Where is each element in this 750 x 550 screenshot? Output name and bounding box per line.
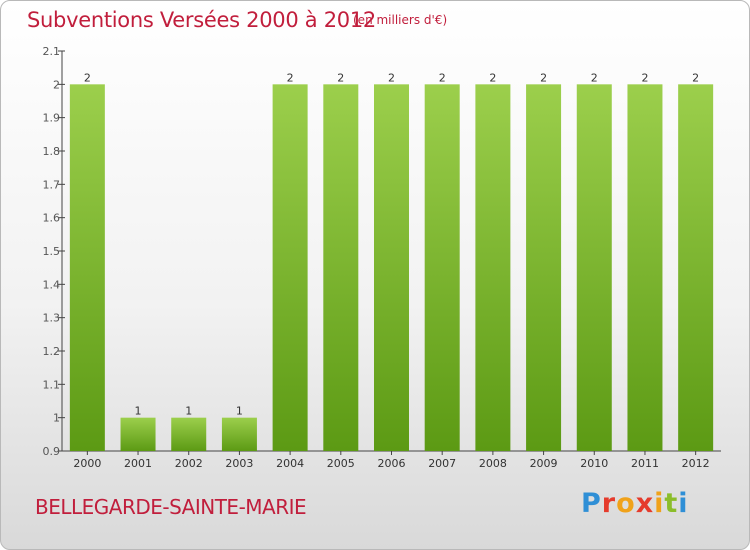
proxiti-logo[interactable]: Proxiti: [581, 488, 689, 519]
logo-letter: t: [664, 488, 679, 519]
logo-letter: i: [654, 488, 665, 519]
logo-letter: o: [616, 488, 636, 519]
commune-name: BELLEGARDE-SAINTE-MARIE: [35, 495, 307, 519]
x-tick-label: 2008: [479, 457, 507, 470]
y-tick-label: 1.3: [43, 312, 61, 325]
x-tick-label: 2000: [73, 457, 101, 470]
data-label: 2: [641, 71, 648, 84]
bar: [526, 84, 562, 451]
y-tick-label: 1.4: [43, 278, 61, 291]
data-label: 2: [692, 71, 699, 84]
y-tick-label: 0.9: [43, 445, 61, 458]
x-tick-label: 2003: [225, 457, 253, 470]
y-tick-label: 1.2: [43, 345, 61, 358]
data-label: 1: [236, 405, 243, 418]
x-tick-label: 2012: [682, 457, 710, 470]
units-label: (en milliers d'€): [353, 13, 448, 27]
x-tick-label: 2011: [631, 457, 659, 470]
bar: [627, 84, 663, 451]
bar-chart: 0.9 1 1.1 1.2 1.3 1.4 1.5 1.6 1.7 1.8 1.9 2 2.1 2 2000…: [43, 45, 721, 470]
data-label: 2: [337, 71, 344, 84]
bar: [374, 84, 409, 451]
x-tick-label: 2010: [580, 457, 608, 470]
bar: [475, 84, 511, 451]
logo-letter: i: [678, 488, 689, 519]
bar: [678, 84, 714, 451]
data-label: 2: [388, 71, 395, 84]
bar: [221, 417, 257, 451]
x-tick-label: 2007: [428, 457, 456, 470]
bar: [69, 84, 105, 451]
x-tick-label: 2004: [276, 457, 304, 470]
y-tick-label: 1.1: [43, 378, 61, 391]
bar: [576, 84, 612, 451]
x-tick-label: 2009: [530, 457, 558, 470]
x-tick-label: 2005: [327, 457, 355, 470]
data-label: 2: [540, 71, 547, 84]
logo-letter: r: [601, 488, 617, 519]
x-tick-label: 2006: [378, 457, 406, 470]
logo-letter: x: [635, 488, 655, 519]
y-tick-label: 1: [53, 412, 60, 425]
data-label: 2: [439, 71, 446, 84]
bar: [424, 84, 460, 451]
data-label: 2: [489, 71, 496, 84]
y-tick-label: 1.6: [43, 212, 61, 225]
y-tick-label: 1.7: [43, 178, 61, 191]
y-tick-label: 1.5: [43, 245, 61, 258]
y-tick-label: 2: [53, 78, 60, 91]
data-label: 2: [84, 71, 91, 84]
chart-title: Subventions Versées 2000 à 2012: [27, 8, 376, 32]
bar: [272, 84, 308, 451]
logo-letter: P: [581, 488, 602, 519]
x-tick-label: 2002: [175, 457, 203, 470]
bar: [171, 417, 207, 451]
data-label: 2: [591, 71, 598, 84]
y-tick-label: 1.8: [43, 145, 61, 158]
data-label: 1: [185, 405, 192, 418]
data-label: 1: [135, 405, 142, 418]
data-label: 2: [287, 71, 294, 84]
x-tick-label: 2001: [124, 457, 152, 470]
bar: [120, 417, 156, 451]
bar: [323, 84, 359, 451]
y-tick-label: 2.1: [43, 45, 61, 58]
y-tick-label: 1.9: [43, 112, 61, 125]
